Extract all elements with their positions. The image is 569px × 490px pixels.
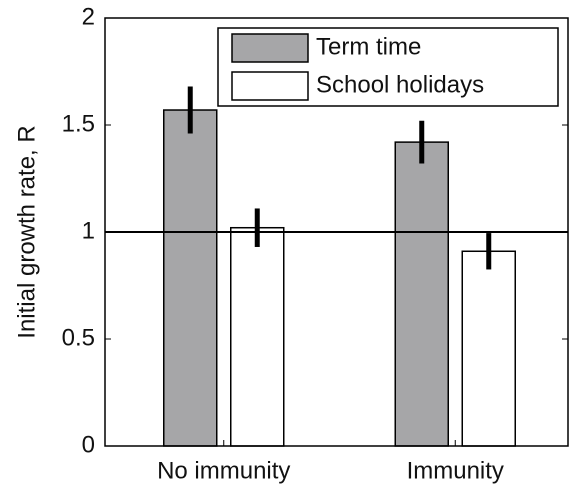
y-tick-label: 0.5: [62, 324, 95, 351]
x-tick-label: Immunity: [407, 457, 504, 484]
y-axis-label: Initial growth rate, R: [13, 125, 40, 338]
bar: [163, 109, 218, 447]
x-tick-label: No immunity: [157, 457, 290, 484]
y-tick-label: 1: [82, 217, 95, 244]
plot-frame: [104, 17, 569, 447]
legend-label: School holidays: [316, 71, 484, 98]
legend-label: Term time: [316, 33, 421, 60]
bar: [461, 250, 516, 447]
y-tick-label: 1.5: [62, 110, 95, 137]
y-tick-label: 0: [82, 431, 95, 458]
y-tick-label: 2: [82, 3, 95, 30]
legend-swatch: [231, 71, 309, 101]
bar: [394, 141, 449, 447]
bar: [230, 226, 285, 447]
legend-swatch: [231, 33, 309, 63]
